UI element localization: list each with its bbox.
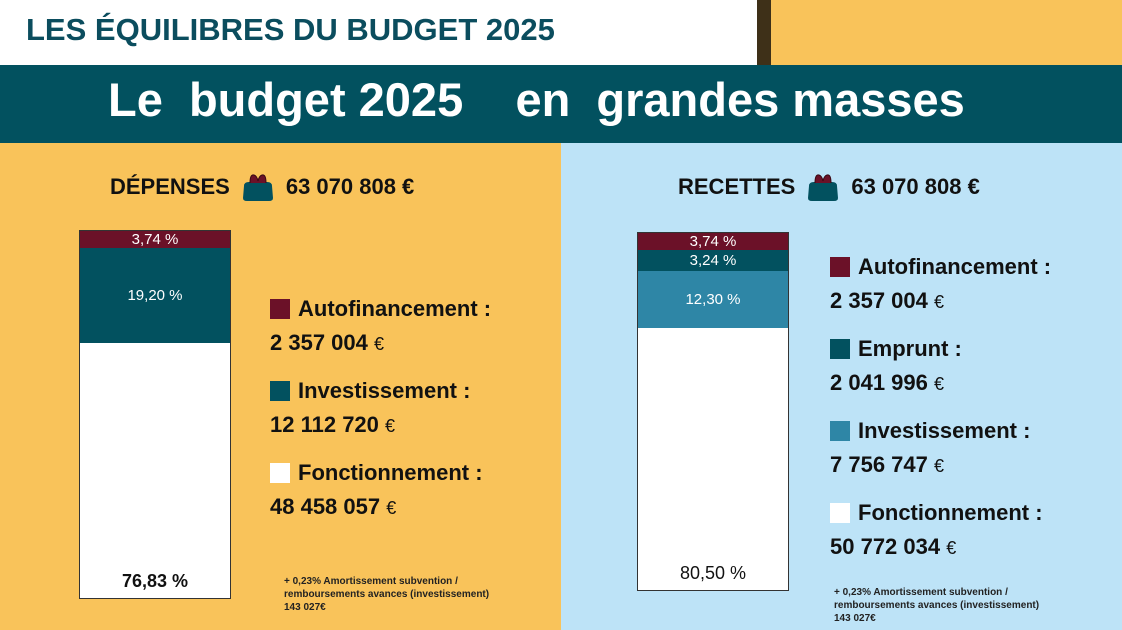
legend-item: Fonctionnement : 50 772 034 €	[830, 500, 1051, 560]
purse-icon	[240, 172, 276, 202]
note-line: + 0,23% Amortissement subvention /	[834, 587, 1008, 598]
dépenses-legend: Autofinancement :2 357 004 € Investisseme…	[270, 296, 491, 542]
legend-swatch	[830, 339, 850, 359]
section-title: LES ÉQUILIBRES DU BUDGET 2025	[26, 12, 555, 47]
page-title: Le budget 2025 en grandes masses	[108, 73, 965, 126]
legend-item: Investissement : 12 112 720 €	[270, 378, 491, 438]
note-line: remboursements avances (investissement)	[284, 589, 490, 600]
legend-swatch	[270, 463, 290, 483]
amount-value: 2 357 004	[270, 330, 374, 355]
legend-amount: 2 357 004 €	[270, 330, 491, 356]
legend-item: Autofinancement : 2 357 004 €	[830, 254, 1051, 314]
legend-name: Investissement :	[858, 418, 1031, 443]
legend-amount: 50 772 034 €	[830, 534, 1051, 560]
legend-name: Investissement :	[298, 378, 471, 403]
legend-swatch	[830, 257, 850, 277]
bar-segment-autofinancement: 3,74 %	[638, 233, 788, 250]
recettes-header: RECETTES 63 070 808 €	[678, 172, 980, 202]
legend-amount: 2 041 996 €	[830, 370, 1051, 396]
bar-segment-label: 80,50 %	[679, 563, 747, 583]
legend-swatch	[830, 421, 850, 441]
legend-name: Autofinancement :	[298, 296, 492, 321]
recettes-legend: Autofinancement : 2 357 004 € Emprunt : 2 0…	[830, 254, 1051, 582]
recettes-title: RECETTES	[678, 174, 796, 199]
currency: €	[933, 374, 944, 394]
currency: €	[933, 456, 944, 476]
bar-segment-autofinancement: 3,74 %	[80, 231, 230, 248]
legend-row: Fonctionnement :	[270, 460, 491, 486]
note-line: remboursements avances (investissement)	[834, 600, 1040, 611]
bar-segment-label: 12,30 %	[685, 291, 741, 308]
bar-segment-label: 3,74 %	[689, 233, 737, 250]
bar-segment-label: 3,24 %	[689, 252, 737, 269]
legend-row: Emprunt :	[830, 336, 1051, 362]
amount-value: 7 756 747	[830, 452, 934, 477]
amount-value: 48 458 057	[270, 494, 387, 519]
legend-name: Autofinancement :	[858, 254, 1052, 279]
note-line: + 0,23% Amortissement subvention /	[284, 576, 458, 587]
recettes-stacked-bar: 3,74 % 3,24 % 12,30 % 80,50 %	[637, 232, 789, 591]
legend-swatch	[270, 381, 290, 401]
divider	[757, 0, 771, 65]
dépenses-note: + 0,23% Amortissement subvention / rembou…	[284, 575, 489, 614]
amount-value: 2 041 996	[830, 370, 934, 395]
dépenses-total: 63 070 808 €	[285, 174, 415, 199]
legend-row: Autofinancement :	[830, 254, 1051, 280]
dépenses-header: DÉPENSES 63 070 808 €	[110, 172, 414, 202]
bar-segment-investissement: 19,20 %	[80, 248, 230, 343]
bar-segment-label: 19,20 %	[127, 287, 183, 304]
legend-name: Fonctionnement :	[298, 460, 483, 485]
legend-amount: 2 357 004 €	[830, 288, 1051, 314]
bar-segment-label: 76,83 %	[121, 571, 189, 591]
dépenses-stacked-bar: 3,74 % 19,20 % 76,83 %	[79, 230, 231, 599]
legend-row: Fonctionnement :	[830, 500, 1051, 526]
top-accent	[771, 0, 1122, 65]
banner	[0, 65, 1122, 143]
legend-item: Fonctionnement : 48 458 057 €	[270, 460, 491, 520]
top-strip	[0, 0, 757, 65]
dépenses-title: DÉPENSES	[110, 174, 230, 199]
currency: €	[385, 416, 396, 436]
legend-amount: 48 458 057 €	[270, 494, 491, 520]
bar-segment-label: 3,74 %	[131, 231, 179, 248]
currency: €	[933, 292, 944, 312]
legend-item: Investissement : 7 756 747 €	[830, 418, 1051, 478]
legend-amount: 7 756 747 €	[830, 452, 1051, 478]
legend-item: Emprunt : 2 041 996 €	[830, 336, 1051, 396]
legend-amount: 12 112 720 €	[270, 412, 491, 438]
legend-row: Investissement :	[830, 418, 1051, 444]
currency: €	[946, 538, 957, 558]
recettes-total: 63 070 808 €	[851, 174, 980, 199]
legend-row: Investissement :	[270, 378, 491, 404]
legend-swatch	[830, 503, 850, 523]
amount-value: 2 357 004	[830, 288, 934, 313]
note-line: 143 027€	[834, 613, 876, 624]
currency: €	[373, 334, 384, 354]
legend-name: Fonctionnement :	[858, 500, 1043, 525]
bar-segment-emprunt: 3,24 %	[638, 250, 788, 271]
legend-swatch	[270, 299, 290, 319]
note-line: 143 027€	[284, 602, 326, 613]
recettes-note: + 0,23% Amortissement subvention / rembou…	[834, 586, 1039, 625]
legend-item: Autofinancement : 2 357 004 €	[270, 296, 491, 356]
amount-value: 12 112 720	[270, 412, 386, 437]
legend-name: Emprunt :	[858, 336, 962, 361]
purse-icon	[805, 172, 841, 202]
currency: €	[386, 498, 397, 518]
legend-row: Autofinancement :	[270, 296, 491, 322]
amount-value: 50 772 034	[830, 534, 947, 559]
bar-segment-investissement: 12,30 %	[638, 271, 788, 328]
